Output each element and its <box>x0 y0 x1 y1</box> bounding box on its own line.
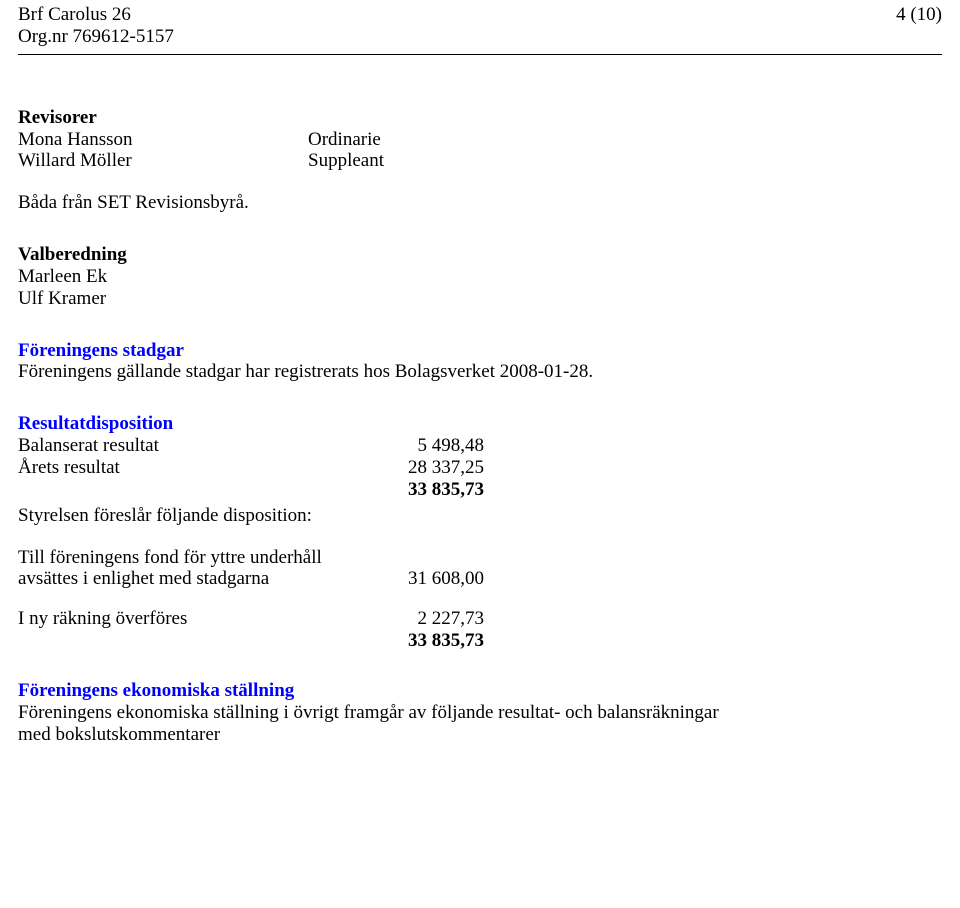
fund-line2-value: 31 608,00 <box>408 568 484 590</box>
table-row: Årets resultat 28 337,25 <box>18 457 484 479</box>
result-label: Balanserat resultat <box>18 435 408 457</box>
org-nr: Org.nr 769612-5157 <box>18 26 174 48</box>
table-row: Willard Möller Suppleant <box>18 150 384 172</box>
stadgar-text: Föreningens gällande stadgar har registr… <box>18 361 942 383</box>
table-row: 33 835,73 <box>18 630 484 652</box>
ekonomi-text-line1: Föreningens ekonomiska ställning i övrig… <box>18 702 942 724</box>
revisor-role: Suppleant <box>308 150 384 172</box>
result-label <box>18 479 408 501</box>
valberedning-member: Ulf Kramer <box>18 288 942 310</box>
stadgar-heading: Föreningens stadgar <box>18 340 942 362</box>
carry-label: I ny räkning överföres <box>18 608 408 630</box>
result-value: 5 498,48 <box>408 435 484 457</box>
result-value: 28 337,25 <box>408 457 484 479</box>
revisor-name: Willard Möller <box>18 150 308 172</box>
revisorer-note: Båda från SET Revisionsbyrå. <box>18 192 942 214</box>
table-row: Balanserat resultat 5 498,48 <box>18 435 484 457</box>
valberedning-member: Marleen Ek <box>18 266 942 288</box>
dispo-line: Styrelsen föreslår följande disposition: <box>18 505 942 527</box>
revisor-name: Mona Hansson <box>18 129 308 151</box>
ekonomi-heading: Föreningens ekonomiska ställning <box>18 680 942 702</box>
revisorer-table: Mona Hansson Ordinarie Willard Möller Su… <box>18 129 384 173</box>
ekonomi-text-line2: med bokslutskommentarer <box>18 724 942 746</box>
table-row: I ny räkning överföres 2 227,73 <box>18 608 484 630</box>
table-row: Mona Hansson Ordinarie <box>18 129 384 151</box>
fund-line2-label: avsättes i enlighet med stadgarna <box>18 568 408 590</box>
table-row: 33 835,73 <box>18 479 484 501</box>
resultat-table: Balanserat resultat 5 498,48 Årets resul… <box>18 435 484 501</box>
fund-table: avsättes i enlighet med stadgarna 31 608… <box>18 568 484 652</box>
carry-value: 2 227,73 <box>408 608 484 630</box>
resultatdisposition-heading: Resultatdisposition <box>18 413 942 435</box>
page-header: Brf Carolus 26 Org.nr 769612-5157 4 (10) <box>18 4 942 48</box>
result-label: Årets resultat <box>18 457 408 479</box>
fund-line1: Till föreningens fond för yttre underhål… <box>18 547 942 569</box>
result-subtotal: 33 835,73 <box>408 479 484 501</box>
valberedning-heading: Valberedning <box>18 244 942 266</box>
org-name: Brf Carolus 26 <box>18 4 174 26</box>
header-rule <box>18 54 942 55</box>
carry-total: 33 835,73 <box>408 630 484 652</box>
revisor-role: Ordinarie <box>308 129 384 151</box>
page-indicator: 4 (10) <box>896 4 942 26</box>
revisorer-heading: Revisorer <box>18 107 942 129</box>
table-row: avsättes i enlighet med stadgarna 31 608… <box>18 568 484 590</box>
